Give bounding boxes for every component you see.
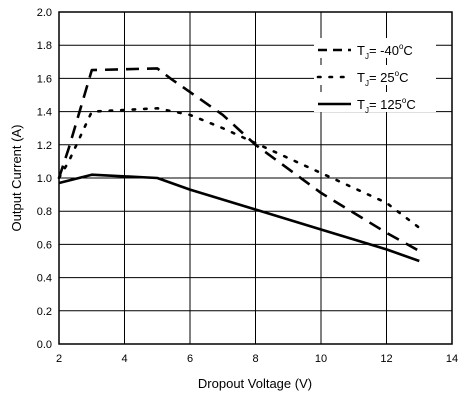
series-line-0 <box>57 67 420 253</box>
y-tick-label: 2.0 <box>37 7 52 19</box>
x-tick-label: 4 <box>121 353 127 365</box>
legend-text-pre: = 125 <box>369 97 402 112</box>
y-tick-label: 0.6 <box>37 239 52 251</box>
legend-label-0: TJ= -40oC <box>357 42 413 61</box>
legend-item-1: TJ= 25oC <box>314 65 436 88</box>
tick-labels: 2 4 6 8 10 12 14 0.0 0.2 0.4 0.6 0.8 1.0 1.2 1.4 1.6 1.8… <box>37 7 458 365</box>
series-group <box>57 67 421 263</box>
y-tick-label: 1.2 <box>37 140 52 152</box>
series-line-1 <box>57 107 421 230</box>
series-line-2 <box>58 173 420 263</box>
y-tick-label: 1.6 <box>37 73 52 85</box>
plot-frame <box>58 11 453 345</box>
x-tick-label: 12 <box>380 353 392 365</box>
x-tick-label: 2 <box>56 353 62 365</box>
y-axis-title: Output Current (A) <box>9 125 24 232</box>
legend-text-sup: o <box>399 42 404 51</box>
legend-text-pre: = -40 <box>369 43 399 58</box>
y-tick-label: 0.2 <box>37 306 52 318</box>
legend-text-sup: o <box>395 69 400 78</box>
legend-text-sub: J <box>365 106 369 115</box>
legend-text-sub: J <box>365 52 369 61</box>
legend-text-post: C <box>406 97 415 112</box>
y-tick-label: 1.0 <box>37 173 52 185</box>
x-axis-title: Dropout Voltage (V) <box>198 376 312 391</box>
legend-text-post: C <box>399 70 408 85</box>
legend-text-main: T <box>357 43 365 58</box>
legend-text-sub: J <box>365 79 369 88</box>
y-tick-label: 0.0 <box>37 339 52 351</box>
legend-item-0: TJ= -40oC <box>314 38 436 61</box>
x-tick-label: 14 <box>446 353 458 365</box>
legend-item-2: TJ= 125oC <box>314 92 436 115</box>
y-tick-label: 0.8 <box>37 206 52 218</box>
grid <box>59 12 452 344</box>
legend-text-main: T <box>357 97 365 112</box>
x-tick-label: 8 <box>252 353 258 365</box>
legend-background <box>314 92 436 112</box>
legend-text-sup: o <box>402 96 407 105</box>
legend-text-post: C <box>403 43 412 58</box>
legend-text-main: T <box>357 70 365 85</box>
legend-label-2: TJ= 125oC <box>357 96 416 115</box>
legend-label-1: TJ= 25oC <box>357 69 408 88</box>
y-tick-label: 0.4 <box>37 273 52 285</box>
legend-text-pre: = 25 <box>369 70 395 85</box>
x-tick-label: 10 <box>315 353 327 365</box>
y-tick-label: 1.8 <box>37 40 52 52</box>
y-tick-label: 1.4 <box>37 107 52 119</box>
x-tick-label: 6 <box>187 353 193 365</box>
legend-background <box>314 65 436 85</box>
legend-background <box>314 38 436 58</box>
